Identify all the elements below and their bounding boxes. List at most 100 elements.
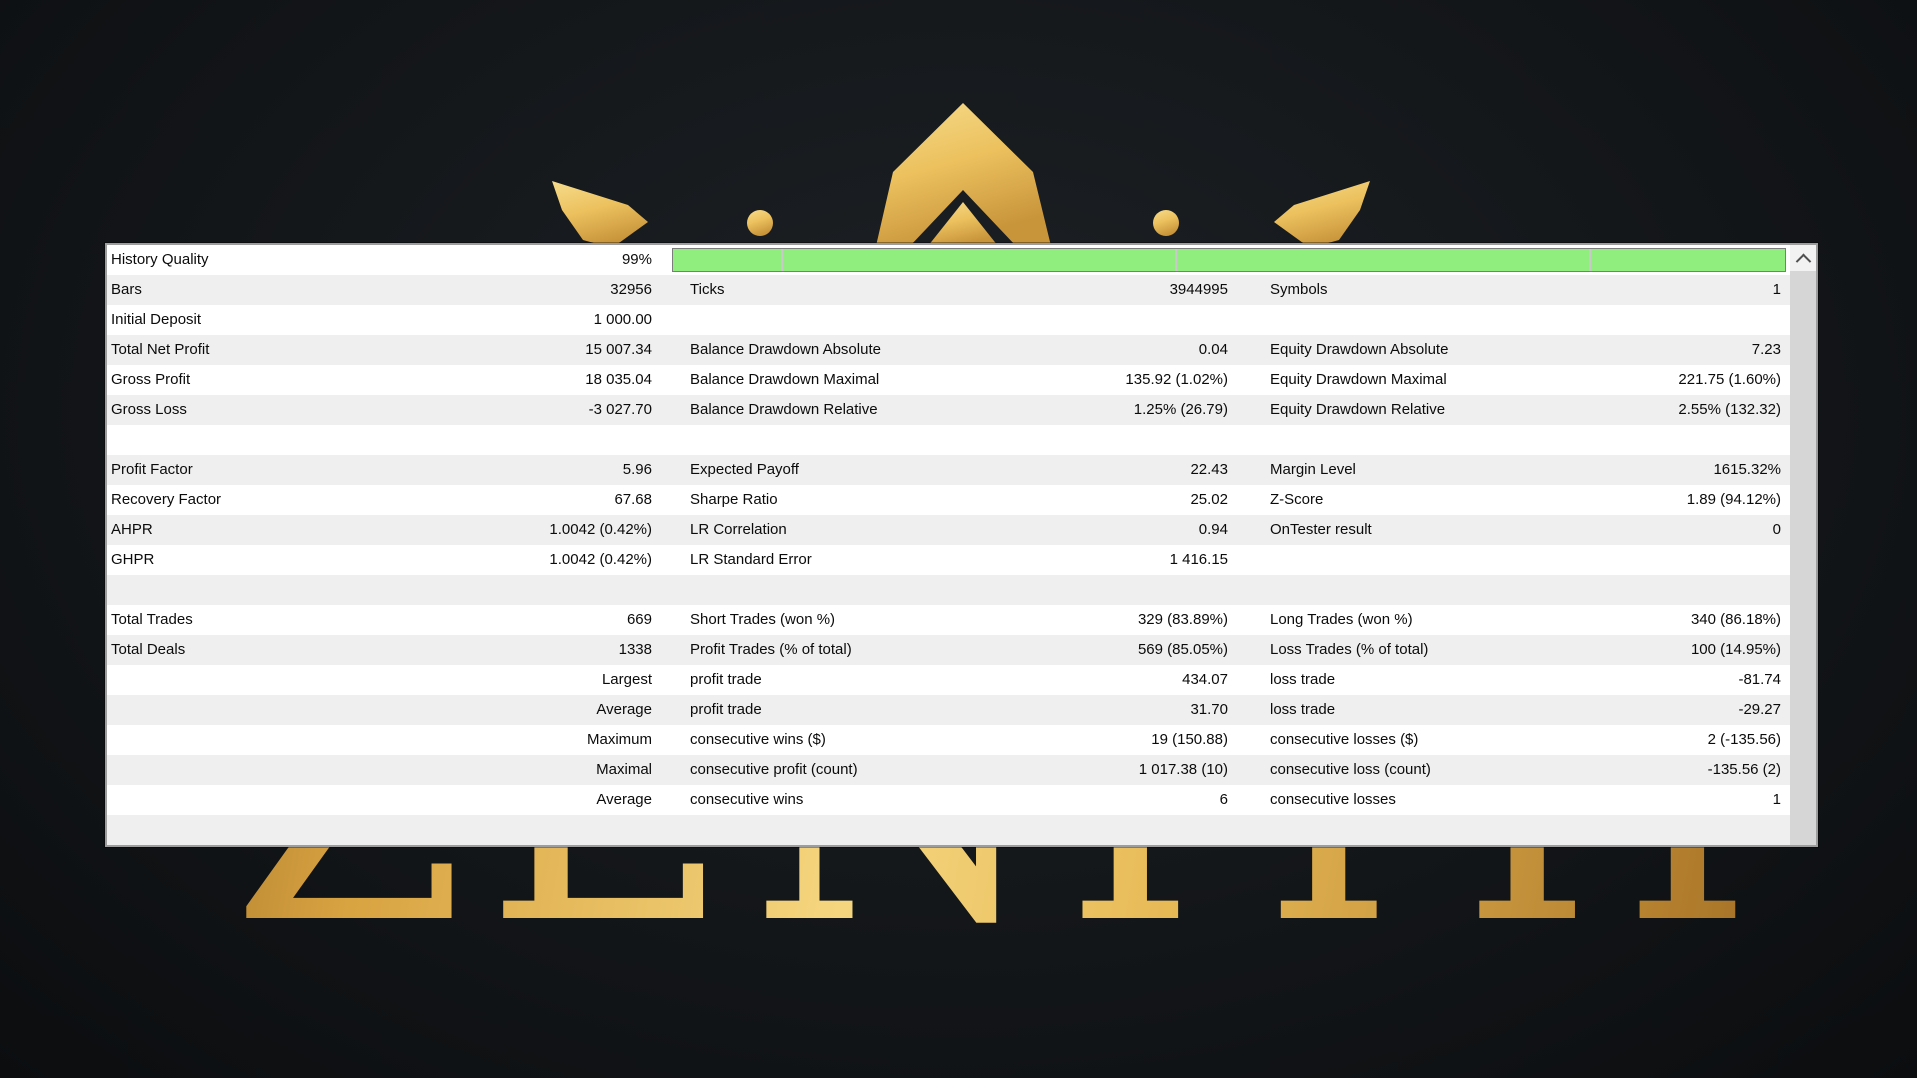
stat-label: Sharpe Ratio	[690, 491, 778, 508]
stat-label: Symbols	[1270, 281, 1328, 298]
stat-group: Ticks 3944995	[655, 275, 1233, 305]
stat-group	[1233, 425, 1790, 455]
stat-value: 6	[1219, 791, 1228, 808]
stat-group: profit trade 434.07	[655, 665, 1233, 695]
stat-label: Recovery Factor	[111, 491, 222, 508]
stat-label: Total Trades	[111, 611, 193, 628]
stat-value	[1270, 425, 1781, 455]
table-row: Gross Loss -3 027.70 Balance Drawdown Re…	[107, 395, 1790, 425]
stat-label: consecutive wins	[690, 791, 804, 808]
stat-label: profit trade	[690, 701, 762, 718]
stat-group: Equity Drawdown Maximal 221.75 (1.60%)	[1233, 365, 1790, 395]
stat-group: Maximal	[107, 755, 655, 785]
stat-group: Profit Factor 5.96	[107, 455, 655, 485]
table-row: Maximum consecutive wins ($) 19 (150.88)…	[107, 725, 1790, 755]
stat-group: consecutive wins 6	[655, 785, 1233, 815]
table-row: Gross Profit 18 035.04 Balance Drawdown …	[107, 365, 1790, 395]
stat-group: History Quality 99%	[107, 245, 655, 275]
stat-value: 135.92 (1.02%)	[1125, 371, 1228, 388]
report-table: History Quality 99% Bars 32956 Ticks 394…	[107, 245, 1790, 845]
table-row: Total Deals 1338 Profit Trades (% of tot…	[107, 635, 1790, 665]
stat-group	[107, 815, 655, 845]
stat-value: 1 000.00	[593, 311, 652, 328]
table-row	[107, 425, 1790, 455]
stat-group: Maximum	[107, 725, 655, 755]
stat-label: OnTester result	[1270, 521, 1372, 538]
scroll-up-button[interactable]	[1790, 245, 1816, 271]
table-row	[107, 575, 1790, 605]
stat-value: -3 027.70	[588, 401, 652, 418]
stat-value: 1615.32%	[1713, 461, 1781, 478]
stat-group: Balance Drawdown Maximal 135.92 (1.02%)	[655, 365, 1233, 395]
stat-group: Bars 32956	[107, 275, 655, 305]
stat-value: 221.75 (1.60%)	[1678, 371, 1781, 388]
table-row: Recovery Factor 67.68 Sharpe Ratio 25.02…	[107, 485, 1790, 515]
stat-group: Gross Profit 18 035.04	[107, 365, 655, 395]
stat-label: Total Deals	[111, 641, 186, 658]
stat-group: Initial Deposit 1 000.00	[107, 305, 655, 335]
stat-label: consecutive wins ($)	[690, 731, 826, 748]
stat-group	[655, 425, 1233, 455]
stat-group: loss trade -81.74	[1233, 665, 1790, 695]
stat-label: Ticks	[690, 281, 725, 298]
stat-group: consecutive losses ($) 2 (-135.56)	[1233, 725, 1790, 755]
stat-group: consecutive profit (count) 1 017.38 (10)	[655, 755, 1233, 785]
stat-group: loss trade -29.27	[1233, 695, 1790, 725]
stat-value: 1.0042 (0.42%)	[549, 551, 652, 568]
stat-group: Equity Drawdown Absolute 7.23	[1233, 335, 1790, 365]
stat-label: Profit Factor	[111, 461, 193, 478]
stat-value: 2 (-135.56)	[1707, 731, 1781, 748]
backtest-report-panel: History Quality 99% Bars 32956 Ticks 394…	[105, 243, 1818, 847]
stat-value	[1270, 305, 1781, 335]
stat-value: -81.74	[1738, 671, 1781, 688]
stat-value: Largest	[601, 671, 652, 688]
stat-group: Average	[107, 695, 655, 725]
stat-label: Loss Trades (% of total)	[1270, 641, 1429, 658]
history-quality-value: 99%	[621, 251, 652, 268]
stat-value: 669	[626, 611, 652, 628]
stat-label: Long Trades (won %)	[1270, 611, 1413, 628]
stat-label: Equity Drawdown Relative	[1270, 401, 1446, 418]
table-row: Maximal consecutive profit (count) 1 017…	[107, 755, 1790, 785]
stat-label: Margin Level	[1270, 461, 1356, 478]
stat-value	[111, 815, 652, 845]
stat-label: Equity Drawdown Absolute	[1270, 341, 1449, 358]
stat-label: GHPR	[111, 551, 155, 568]
scrollbar[interactable]	[1790, 245, 1816, 845]
stat-value: 3944995	[1169, 281, 1228, 298]
table-row-history-quality: History Quality 99%	[107, 245, 1790, 275]
stat-group: Total Deals 1338	[107, 635, 655, 665]
stat-group: LR Standard Error 1 416.15	[655, 545, 1233, 575]
stat-group	[655, 575, 1233, 605]
stat-value: 19 (150.88)	[1151, 731, 1228, 748]
stat-value: 7.23	[1751, 341, 1781, 358]
stat-label: Balance Drawdown Relative	[690, 401, 878, 418]
stat-value	[690, 815, 1228, 845]
stat-value: 340 (86.18%)	[1690, 611, 1781, 628]
stat-group: Recovery Factor 67.68	[107, 485, 655, 515]
stat-label: Gross Loss	[111, 401, 187, 418]
stat-value: 1 416.15	[1169, 551, 1228, 568]
table-row: Average profit trade 31.70 loss trade -2…	[107, 695, 1790, 725]
stat-group	[655, 815, 1233, 845]
table-row: AHPR 1.0042 (0.42%) LR Correlation 0.94 …	[107, 515, 1790, 545]
stat-label: Short Trades (won %)	[690, 611, 836, 628]
stat-label: consecutive losses ($)	[1270, 731, 1419, 748]
quality-bar-divider	[1589, 249, 1592, 271]
history-quality-label: History Quality	[111, 251, 209, 268]
stat-value: Average	[596, 701, 652, 718]
stat-value: 434.07	[1182, 671, 1228, 688]
stat-group	[1233, 575, 1790, 605]
stat-group: Expected Payoff 22.43	[655, 455, 1233, 485]
stat-group: LR Correlation 0.94	[655, 515, 1233, 545]
stat-group: Equity Drawdown Relative 2.55% (132.32)	[1233, 395, 1790, 425]
stat-group: consecutive wins ($) 19 (150.88)	[655, 725, 1233, 755]
stat-label: LR Correlation	[690, 521, 787, 538]
table-row: Initial Deposit 1 000.00	[107, 305, 1790, 335]
stat-group: Margin Level 1615.32%	[1233, 455, 1790, 485]
scrollbar-track[interactable]	[1790, 271, 1816, 845]
stat-label: Balance Drawdown Maximal	[690, 371, 880, 388]
stat-value: 5.96	[622, 461, 652, 478]
stat-value: 2.55% (132.32)	[1678, 401, 1781, 418]
stat-value: 1	[1772, 791, 1781, 808]
